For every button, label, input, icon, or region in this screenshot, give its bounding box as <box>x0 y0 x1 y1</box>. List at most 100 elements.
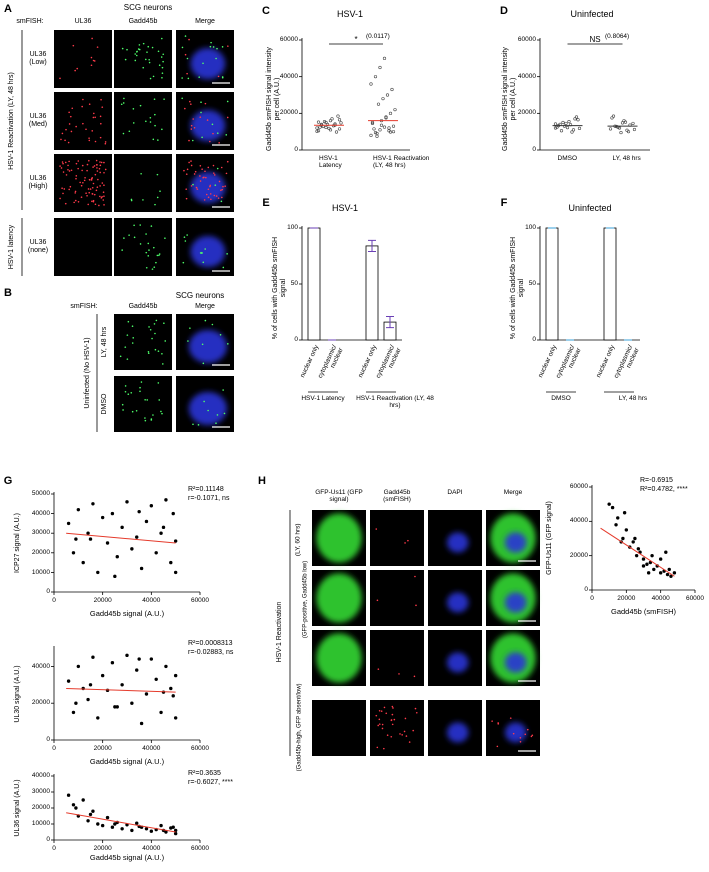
signal-dot <box>158 399 161 401</box>
signal-dot <box>96 170 99 172</box>
signal-dot <box>203 176 205 179</box>
signal-dot <box>82 122 84 125</box>
data-point <box>387 126 391 130</box>
signal-dot <box>151 268 154 270</box>
data-point <box>369 133 373 137</box>
data-point <box>325 122 330 127</box>
signal-dot <box>526 728 529 731</box>
panel-letter: H <box>258 475 266 488</box>
signal-dot <box>226 160 229 163</box>
data-point <box>315 129 319 133</box>
signal-dot <box>187 77 190 80</box>
data-point <box>376 102 381 106</box>
statistics-label: r=-0.1071, ns <box>188 494 230 502</box>
data-point <box>372 127 376 131</box>
signal-dot <box>96 46 99 48</box>
signal-dot <box>126 48 128 51</box>
x-tick-label: 0 <box>52 745 56 753</box>
data-point <box>632 127 637 132</box>
signal-dot <box>193 126 196 129</box>
signal-dot <box>383 747 385 750</box>
signal-dot <box>151 337 153 340</box>
y-tick-label: 50 <box>528 280 536 288</box>
signal-dot <box>88 139 91 142</box>
signal-dot <box>204 248 206 250</box>
signal-dot <box>73 201 75 204</box>
data-point <box>125 653 129 658</box>
data-point <box>91 502 95 506</box>
signal-dot <box>157 350 160 352</box>
micrograph <box>114 154 172 212</box>
gfp-signal <box>316 633 362 683</box>
data-point <box>645 562 649 566</box>
signal-dot <box>104 168 107 171</box>
signal-dot <box>80 196 83 198</box>
y-axis-label: % of cells with Gadd45b smFISH signal <box>509 236 525 340</box>
fit-line <box>66 812 176 833</box>
signal-dot <box>403 730 406 733</box>
y-tick-label: 20000 <box>31 548 50 556</box>
signal-dot <box>121 249 123 251</box>
signal-dot <box>88 159 90 162</box>
data-point <box>646 571 651 575</box>
signal-dot <box>83 179 86 182</box>
signal-dot <box>154 332 156 335</box>
y-tick-label: 60000 <box>569 483 588 491</box>
signal-dot <box>159 190 161 192</box>
signal-dot <box>103 195 105 198</box>
row-label: UL36 (Low) <box>29 50 47 66</box>
data-point <box>88 537 93 541</box>
data-point <box>562 124 567 128</box>
signal-dot <box>163 322 165 324</box>
signal-dot <box>137 48 140 50</box>
y-tick-label: 60000 <box>279 36 298 44</box>
signal-dot <box>156 254 159 257</box>
signal-dot <box>74 192 77 194</box>
data-point <box>641 557 646 561</box>
signal-dot <box>89 188 92 190</box>
y-axis-label: UL30 signal (A.U.) <box>13 665 21 723</box>
signal-dot <box>181 77 183 79</box>
data-point <box>391 130 396 134</box>
signal-dot <box>147 352 150 355</box>
data-point <box>173 828 178 833</box>
fit-line <box>66 687 176 693</box>
data-point <box>144 827 149 831</box>
signal-dot <box>401 734 403 736</box>
panel-letter: F <box>500 197 508 210</box>
data-point <box>139 721 144 726</box>
signal-dot <box>134 59 137 62</box>
signal-dot <box>92 200 95 203</box>
signal-dot <box>99 171 101 174</box>
signal-dot <box>91 130 94 132</box>
chart-title: HSV-1 <box>331 202 358 213</box>
data-point <box>388 130 393 134</box>
signal-dot <box>86 163 89 166</box>
group-label: LY, 48 hrs <box>618 395 648 402</box>
signal-dot <box>82 181 84 184</box>
signal-dot <box>378 718 381 721</box>
signal-dot <box>103 204 105 206</box>
data-point <box>672 571 677 575</box>
x-tick-label: 20000 <box>93 845 112 853</box>
data-point <box>620 121 625 125</box>
signal-dot <box>188 139 190 142</box>
data-point <box>149 657 154 661</box>
signal-dot <box>202 261 205 264</box>
signal-dot <box>148 326 150 328</box>
signal-dot <box>67 168 69 171</box>
header-label: smFISH: <box>70 302 98 310</box>
signal-dot <box>226 100 229 103</box>
signal-dot <box>221 46 224 48</box>
micrograph <box>54 30 112 88</box>
data-point <box>570 130 574 134</box>
y-tick-label: 10000 <box>31 820 50 828</box>
signal-dot <box>215 57 217 60</box>
signal-dot <box>139 224 142 226</box>
micrograph <box>312 700 366 756</box>
signal-dot <box>195 186 198 189</box>
signal-dot <box>161 363 164 365</box>
data-point <box>621 536 625 541</box>
signal-dot <box>212 46 215 48</box>
data-point <box>100 515 105 520</box>
